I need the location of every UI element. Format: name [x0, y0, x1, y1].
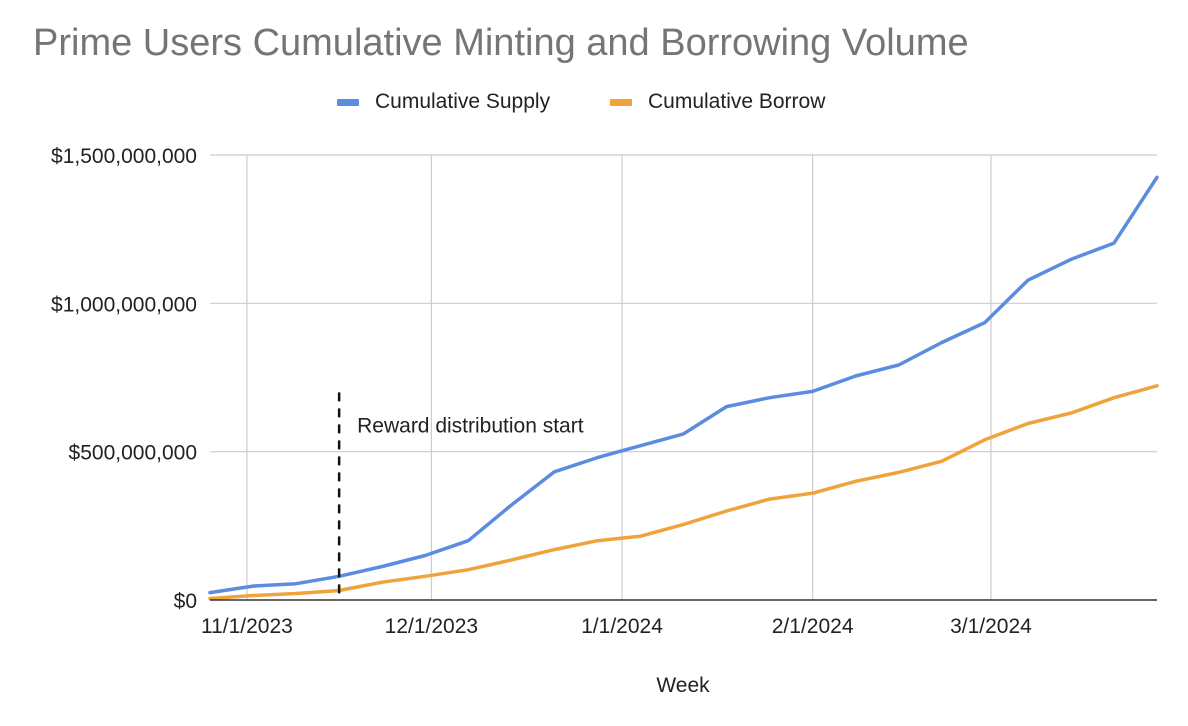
chart-grid: [210, 154, 1157, 600]
chart-series: [208, 175, 1159, 601]
legend-item-supply: Cumulative Supply: [337, 90, 550, 114]
series-line-supply: [208, 175, 1159, 595]
x-tick-label: 2/1/2024: [772, 615, 854, 638]
y-tick-label: $500,000,000: [69, 442, 197, 465]
legend-swatch-supply: [337, 98, 359, 106]
y-tick-label: $1,000,000,000: [51, 293, 197, 316]
chart-annotation: Reward distribution start: [337, 392, 584, 600]
y-tick-label: $1,500,000,000: [51, 145, 197, 168]
x-axis-label: Week: [656, 674, 710, 697]
x-tick-label: 1/1/2024: [581, 615, 663, 638]
y-tick-label: $0: [174, 590, 197, 613]
legend-item-borrow: Cumulative Borrow: [610, 90, 825, 114]
legend-label-borrow: Cumulative Borrow: [648, 90, 826, 113]
x-tick-label: 12/1/2023: [385, 615, 478, 638]
chart-legend: Cumulative Supply Cumulative Borrow: [0, 90, 1188, 124]
legend-label-supply: Cumulative Supply: [375, 90, 551, 113]
legend-swatch-borrow: [610, 98, 632, 106]
annotation-label: Reward distribution start: [357, 414, 584, 437]
chart-axes: $0 $500,000,000 $1,000,000,000 $1,500,000,0…: [51, 145, 1157, 638]
chart-title: Prime Users Cumulative Minting and Borro…: [33, 22, 969, 64]
x-tick-label: 3/1/2024: [950, 615, 1032, 638]
x-tick-label: 11/1/2023: [201, 615, 293, 638]
series-line-borrow: [208, 384, 1159, 601]
